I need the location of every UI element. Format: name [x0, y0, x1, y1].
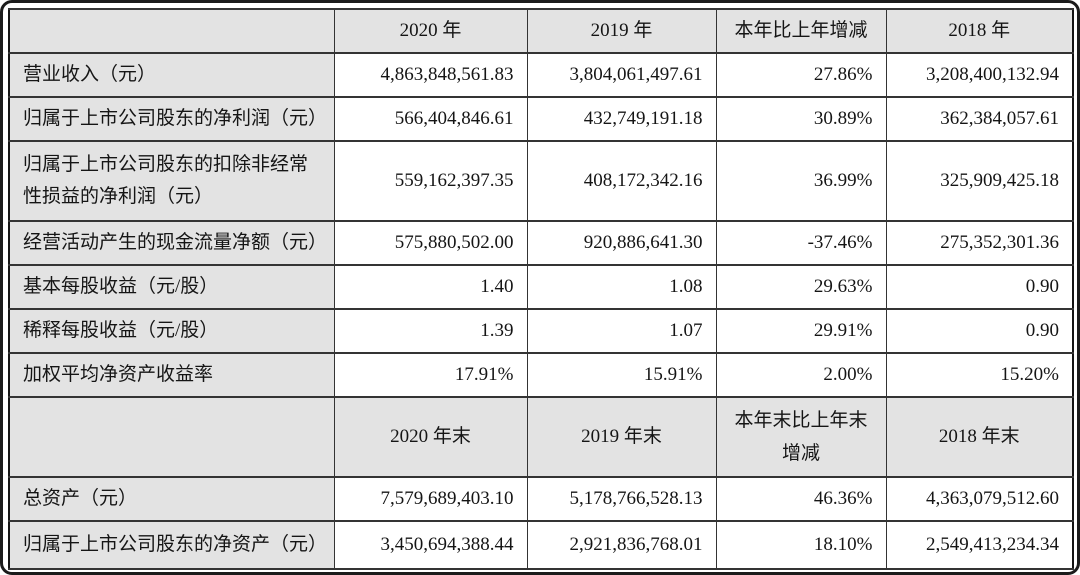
- value-cell: 1.40: [333, 264, 528, 310]
- value-cell: -37.46%: [715, 220, 887, 266]
- value-cell: 559,162,397.35: [333, 140, 528, 222]
- column-header-2019-end: 2019 年末: [526, 396, 717, 478]
- value-cell: 325,909,425.18: [885, 140, 1074, 222]
- value-cell: 29.91%: [715, 308, 887, 354]
- value-cell: 27.86%: [715, 52, 887, 98]
- column-header-2018: 2018 年: [885, 8, 1074, 54]
- column-header-2020-end: 2020 年末: [333, 396, 528, 478]
- value-cell: 432,749,191.18: [526, 96, 717, 142]
- corner-header-cell: [8, 396, 335, 478]
- table-row-net-profit: 归属于上市公司股东的净利润（元） 566,404,846.61 432,749,…: [8, 96, 1074, 142]
- column-header-2020: 2020 年: [333, 8, 528, 54]
- value-cell: 3,208,400,132.94: [885, 52, 1074, 98]
- header-row-annual: 2020 年 2019 年 本年比上年增减 2018 年: [8, 8, 1074, 54]
- value-cell: 1.39: [333, 308, 528, 354]
- row-label-cell: 归属于上市公司股东的净资产（元）: [8, 520, 335, 570]
- value-cell: 7,579,689,403.10: [333, 476, 528, 522]
- column-header-2019: 2019 年: [526, 8, 717, 54]
- table-row-total-assets: 总资产（元） 7,579,689,403.10 5,178,766,528.13…: [8, 476, 1074, 522]
- value-cell: 275,352,301.36: [885, 220, 1074, 266]
- row-label-cell: 经营活动产生的现金流量净额（元）: [8, 220, 335, 266]
- column-header-yoy-change: 本年比上年增减: [715, 8, 887, 54]
- value-cell: 408,172,342.16: [526, 140, 717, 222]
- value-cell: 2,549,413,234.34: [885, 520, 1074, 570]
- value-cell: 3,804,061,497.61: [526, 52, 717, 98]
- row-label-cell: 营业收入（元）: [8, 52, 335, 98]
- column-header-2018-end: 2018 年末: [885, 396, 1074, 478]
- value-cell: 0.90: [885, 308, 1074, 354]
- value-cell: 1.07: [526, 308, 717, 354]
- value-cell: 566,404,846.61: [333, 96, 528, 142]
- table-row-weighted-avg-roe: 加权平均净资产收益率 17.91% 15.91% 2.00% 15.20%: [8, 352, 1074, 398]
- value-cell: 920,886,641.30: [526, 220, 717, 266]
- value-cell: 15.91%: [526, 352, 717, 398]
- table-row-net-assets: 归属于上市公司股东的净资产（元） 3,450,694,388.44 2,921,…: [8, 520, 1074, 570]
- row-label-cell: 基本每股收益（元/股）: [8, 264, 335, 310]
- value-cell: 1.08: [526, 264, 717, 310]
- table-row-basic-eps: 基本每股收益（元/股） 1.40 1.08 29.63% 0.90: [8, 264, 1074, 310]
- value-cell: 4,363,079,512.60: [885, 476, 1074, 522]
- row-label-cell: 归属于上市公司股东的扣除非经常 性损益的净利润（元）: [8, 140, 335, 222]
- column-header-year-end-change: 本年末比上年末 增减: [715, 396, 887, 478]
- value-cell: 36.99%: [715, 140, 887, 222]
- value-cell: 29.63%: [715, 264, 887, 310]
- row-label-cell: 总资产（元）: [8, 476, 335, 522]
- value-cell: 15.20%: [885, 352, 1074, 398]
- table-row-net-profit-deducted: 归属于上市公司股东的扣除非经常 性损益的净利润（元） 559,162,397.3…: [8, 140, 1074, 222]
- value-cell: 46.36%: [715, 476, 887, 522]
- financial-summary-table: 2020 年 2019 年 本年比上年增减 2018 年 营业收入（元） 4,8…: [8, 8, 1074, 570]
- value-cell: 4,863,848,561.83: [333, 52, 528, 98]
- row-label-cell: 稀释每股收益（元/股）: [8, 308, 335, 354]
- value-cell: 30.89%: [715, 96, 887, 142]
- value-cell: 5,178,766,528.13: [526, 476, 717, 522]
- header-row-year-end: 2020 年末 2019 年末 本年末比上年末 增减 2018 年末: [8, 396, 1074, 478]
- value-cell: 2,921,836,768.01: [526, 520, 717, 570]
- table-row-revenue: 营业收入（元） 4,863,848,561.83 3,804,061,497.6…: [8, 52, 1074, 98]
- value-cell: 3,450,694,388.44: [333, 520, 528, 570]
- value-cell: 2.00%: [715, 352, 887, 398]
- table-row-operating-cash-flow: 经营活动产生的现金流量净额（元） 575,880,502.00 920,886,…: [8, 220, 1074, 266]
- row-label-cell: 归属于上市公司股东的净利润（元）: [8, 96, 335, 142]
- value-cell: 362,384,057.61: [885, 96, 1074, 142]
- value-cell: 575,880,502.00: [333, 220, 528, 266]
- corner-header-cell: [8, 8, 335, 54]
- table-row-diluted-eps: 稀释每股收益（元/股） 1.39 1.07 29.91% 0.90: [8, 308, 1074, 354]
- row-label-cell: 加权平均净资产收益率: [8, 352, 335, 398]
- value-cell: 18.10%: [715, 520, 887, 570]
- value-cell: 17.91%: [333, 352, 528, 398]
- value-cell: 0.90: [885, 264, 1074, 310]
